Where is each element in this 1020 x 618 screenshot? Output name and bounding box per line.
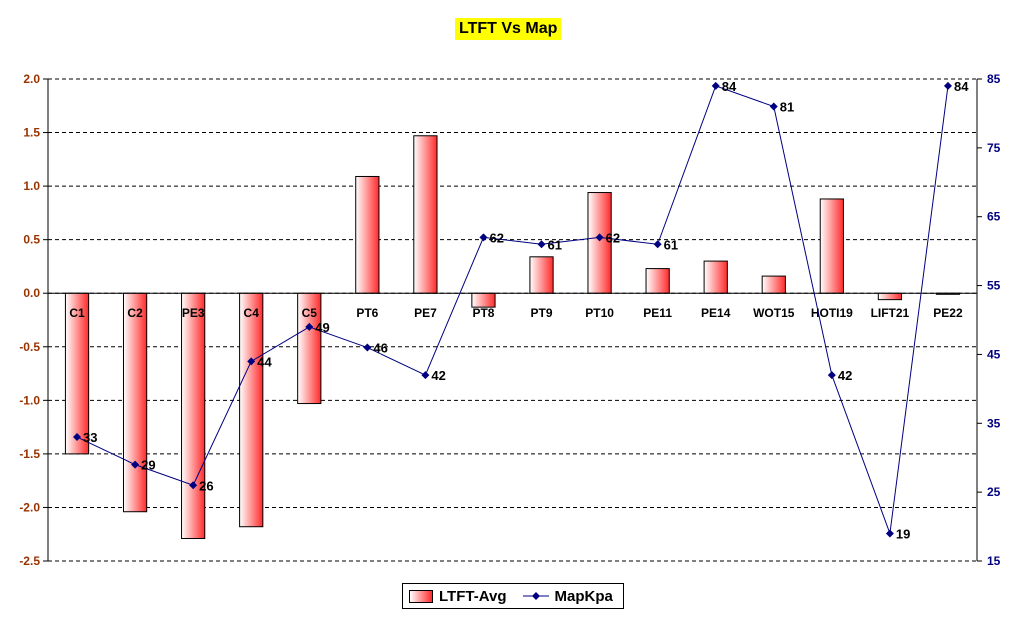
category-label: HOTI19 [811,306,853,320]
category-label: C2 [127,306,143,320]
mapkpa-data-label: 81 [780,100,794,115]
mapkpa-data-label: 46 [373,341,387,356]
legend-line-label: MapKpa [554,587,613,605]
mapkpa-point [537,240,546,249]
bar [181,292,206,540]
right-tick-label: 35 [987,416,1001,430]
category-label: LIFT21 [871,306,910,320]
mapkpa-data-label: 84 [722,79,737,94]
mapkpa-point [711,81,720,90]
category-label: PE7 [414,306,437,320]
category-label: C5 [302,306,318,320]
right-tick-label: 45 [987,347,1001,361]
bar [877,292,903,301]
mapkpa-point [363,343,372,352]
mapkpa-point [885,529,894,538]
category-label: PE3 [182,306,205,320]
bar [413,135,438,294]
right-tick-label: 55 [987,279,1001,293]
mapkpa-point [595,233,604,242]
mapkpa-point [305,322,314,331]
legend-line-swatch-icon [522,592,549,600]
left-tick-label: 0.5 [23,233,40,247]
mapkpa-point [479,233,488,242]
mapkpa-data-label: 29 [141,458,155,473]
left-tick-label: -0.5 [19,340,40,354]
mapkpa-point [943,81,952,90]
mapkpa-data-label: 84 [954,79,969,94]
right-tick-label: 65 [987,210,1001,224]
mapkpa-point [827,371,836,380]
mapkpa-point [189,481,198,490]
left-tick-label: -2.0 [19,500,40,514]
mapkpa-data-label: 62 [606,230,620,245]
right-tick-label: 75 [987,141,1001,155]
mapkpa-point [247,357,256,366]
mapkpa-data-label: 33 [83,430,97,445]
left-tick-label: 0.0 [23,286,40,300]
mapkpa-data-label: 19 [896,526,910,541]
legend-bar-label: LTFT-Avg [439,587,507,605]
bar [355,175,380,294]
bar [819,198,844,294]
right-tick-label: 25 [987,485,1001,499]
mapkpa-point [131,460,140,469]
bar [703,260,728,294]
mapkpa-data-label: 61 [548,237,562,252]
bar [471,292,496,308]
bar [761,275,786,294]
bar [529,256,554,294]
mapkpa-point [73,433,82,442]
mapkpa-data-label: 61 [664,237,678,252]
bar [645,268,670,294]
bar [122,292,148,513]
category-label: WOT15 [753,306,795,320]
mapkpa-data-label: 44 [257,354,272,369]
right-tick-label: 85 [987,72,1001,86]
left-tick-label: 1.0 [23,179,40,193]
left-tick-label: -1.5 [19,447,40,461]
left-tick-label: 2.0 [23,72,40,86]
mapkpa-point [769,102,778,111]
left-tick-label: -2.5 [19,554,40,568]
mapkpa-point [653,240,662,249]
mapkpa-data-label: 42 [838,368,852,383]
category-label: PT8 [472,306,494,320]
legend-bar-swatch-icon [409,589,433,603]
bar [239,292,264,528]
mapkpa-point [421,371,430,380]
left-tick-label: 1.5 [23,126,40,140]
chart-legend: LTFT-Avg MapKpa [402,583,624,609]
category-label: PE22 [933,306,963,320]
category-label: PT6 [356,306,378,320]
category-label: C1 [69,306,85,320]
mapkpa-data-label: 62 [489,230,503,245]
category-label: PE11 [643,306,672,320]
right-tick-label: 15 [987,554,1001,568]
mapkpa-data-label: 26 [199,478,213,493]
mapkpa-data-label: 42 [431,368,445,383]
left-tick-label: -1.0 [19,393,40,407]
mapkpa-line [76,85,949,534]
category-label: PT10 [585,306,614,320]
category-label: PT9 [531,306,553,320]
chart-title: LTFT Vs Map [455,18,562,40]
category-label: C4 [244,306,260,320]
legend-item-bar: LTFT-Avg [409,588,507,605]
category-label: PE14 [701,306,731,320]
mapkpa-data-label: 49 [315,320,329,335]
legend-item-line: MapKpa [522,587,613,605]
